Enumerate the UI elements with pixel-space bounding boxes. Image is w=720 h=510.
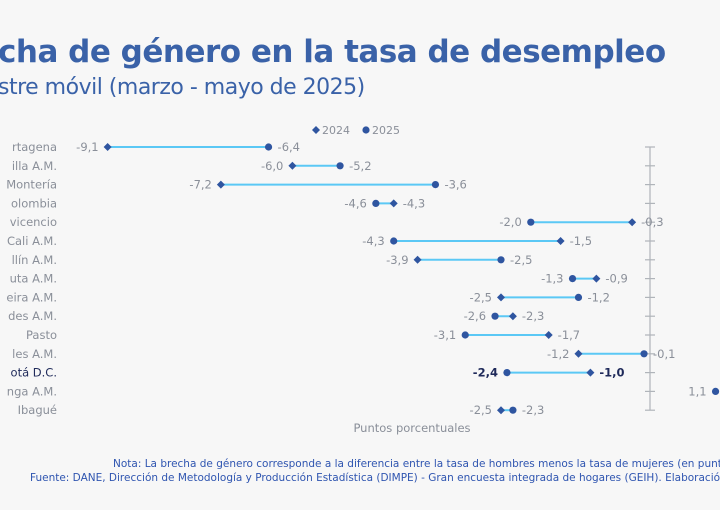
marker-2025 (264, 143, 273, 151)
marker-2024 (508, 312, 517, 321)
data-label: -7,2 (189, 178, 211, 192)
x-axis-label: Puntos porcentuales (353, 421, 470, 435)
chart-source: Fuente: DANE, Dirección de Metodología y… (30, 472, 720, 484)
data-label: -2,5 (470, 403, 492, 417)
category-label: eira A.M. (6, 290, 57, 304)
legend-marker-2025 (362, 126, 370, 134)
data-label: -2,4 (473, 366, 498, 380)
marker-2024 (544, 331, 553, 339)
data-label: -2,0 (499, 215, 521, 229)
marker-2025 (431, 181, 440, 189)
data-label: -1,0 (599, 366, 624, 380)
data-label: -1,2 (587, 290, 609, 304)
data-label: -3,6 (444, 178, 466, 192)
marker-2025 (461, 331, 469, 339)
data-label: -1,2 (547, 347, 569, 361)
marker-2025 (574, 293, 583, 301)
marker-2025 (509, 406, 517, 414)
marker-2024 (216, 180, 225, 189)
marker-2025 (711, 387, 720, 395)
marker-2024 (413, 255, 422, 264)
marker-2024 (586, 368, 595, 377)
data-label: -2,5 (470, 290, 492, 304)
data-label: -0,1 (653, 347, 675, 361)
marker-2024 (556, 237, 565, 245)
data-label: -1,5 (570, 234, 592, 248)
category-label: uta A.M. (10, 272, 57, 286)
category-label: olombia (11, 196, 57, 210)
marker-2024 (103, 143, 112, 151)
category-label: llín A.M. (12, 253, 57, 267)
data-label: -4,3 (362, 234, 384, 248)
marker-2024 (288, 161, 297, 170)
category-label: nga A.M. (7, 384, 57, 398)
data-label: -3,9 (386, 253, 408, 267)
chart-title: cha de género en la tasa de desempleo (0, 34, 666, 70)
marker-2024 (389, 199, 398, 208)
marker-2024 (497, 293, 505, 302)
data-label: -5,2 (349, 159, 371, 173)
marker-2025 (372, 199, 380, 207)
marker-2025 (390, 237, 398, 245)
marker-2025 (336, 162, 344, 170)
data-label: -2,3 (522, 403, 544, 417)
data-label: -3,1 (434, 328, 456, 342)
category-label: Montería (6, 178, 57, 192)
marker-2025 (640, 350, 648, 358)
data-label: -6,4 (278, 140, 300, 154)
category-label: Cali A.M. (7, 234, 57, 248)
marker-2024 (592, 274, 601, 283)
chart-subtitle: stre móvil (marzo - mayo de 2025) (0, 75, 365, 100)
marker-2025 (568, 275, 577, 283)
data-label: -4,3 (403, 196, 425, 210)
data-label: 1,1 (688, 384, 706, 398)
marker-2024 (497, 406, 505, 415)
data-label: -2,6 (464, 309, 486, 323)
category-label: vicencio (10, 215, 57, 229)
data-label: -6,0 (261, 159, 283, 173)
category-label: des A.M. (8, 309, 57, 323)
chart-note: Nota: La brecha de género corresponde a … (113, 458, 720, 470)
legend-label-2024: 2024 (322, 124, 350, 137)
data-label: -1,7 (558, 328, 580, 342)
category-label: les A.M. (12, 347, 57, 361)
data-label: -2,5 (510, 253, 532, 267)
legend-marker-2024 (312, 126, 320, 134)
category-label: otá D.C. (11, 366, 57, 380)
data-label: -1,3 (541, 272, 563, 286)
category-label: Pasto (26, 328, 57, 342)
marker-2024 (574, 349, 583, 358)
data-label: -0,9 (605, 272, 627, 286)
marker-2025 (527, 218, 535, 226)
category-label: rtagena (12, 140, 57, 154)
marker-2025 (503, 369, 511, 377)
legend-label-2025: 2025 (372, 124, 400, 137)
data-label: -0,3 (641, 215, 663, 229)
marker-2025 (491, 312, 499, 320)
marker-2024 (628, 218, 637, 227)
data-label: -2,3 (522, 309, 544, 323)
marker-2025 (497, 256, 505, 264)
data-label: -4,6 (344, 196, 366, 210)
data-label: -9,1 (76, 140, 98, 154)
category-label: illa A.M. (12, 159, 57, 173)
category-label: Ibagué (18, 403, 57, 417)
